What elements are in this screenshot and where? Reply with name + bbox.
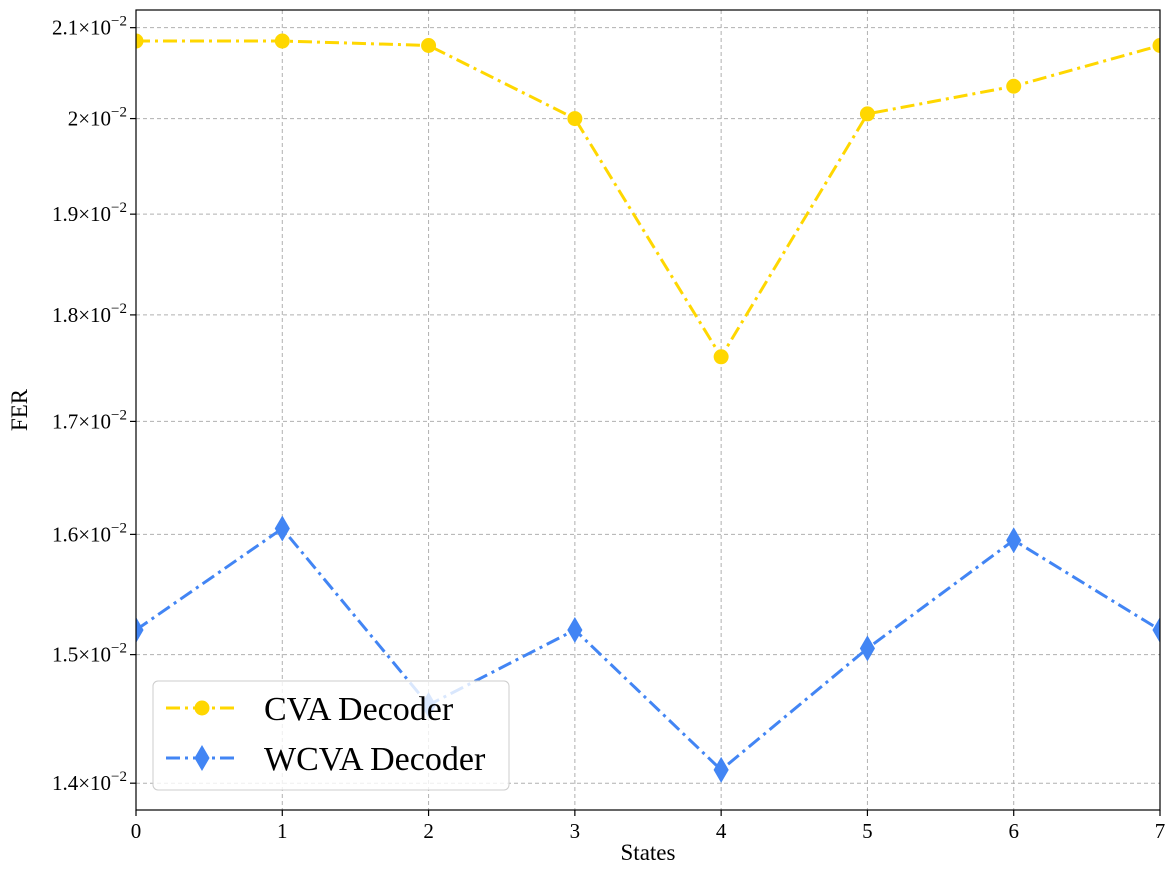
data-point bbox=[274, 515, 290, 542]
data-point bbox=[713, 349, 729, 365]
y-tick-label: 1.8×10−2 bbox=[52, 301, 127, 327]
data-point bbox=[1006, 527, 1022, 554]
legend: CVA Decoder WCVA Decoder bbox=[152, 680, 510, 791]
x-tick-label: 5 bbox=[862, 819, 873, 843]
data-point bbox=[1006, 78, 1022, 94]
data-point bbox=[1152, 616, 1160, 643]
data-point bbox=[567, 111, 583, 127]
data-point bbox=[274, 33, 290, 49]
y-tick-label: 1.4×10−2 bbox=[52, 769, 127, 795]
y-tick-label: 2.1×10−2 bbox=[52, 14, 127, 40]
x-tick-label: 7 bbox=[1155, 819, 1166, 843]
y-tick-label: 1.5×10−2 bbox=[52, 641, 127, 667]
y-tick-label: 2×10−2 bbox=[68, 105, 127, 131]
x-tick-label: 3 bbox=[570, 819, 581, 843]
x-tick-label: 0 bbox=[131, 819, 142, 843]
series-line bbox=[136, 527, 1160, 772]
series-cva bbox=[136, 33, 1160, 365]
legend-entry: WCVA Decoder bbox=[166, 741, 486, 778]
data-point bbox=[1152, 37, 1160, 53]
data-point bbox=[859, 635, 876, 662]
x-tick-label: 2 bbox=[423, 819, 434, 843]
data-point bbox=[136, 616, 144, 643]
y-tick-label: 1.6×10−2 bbox=[52, 520, 127, 546]
x-tick-label: 4 bbox=[716, 819, 727, 843]
data-point bbox=[567, 616, 583, 643]
legend-label: CVA Decoder bbox=[264, 691, 454, 728]
x-axis-label: States bbox=[621, 840, 676, 865]
tick-layer: 0 1 2 3 4 5 6 7 2.1×10−2 2×10−2 1.9×10−2 1.8×10−2 1.… bbox=[52, 14, 1165, 843]
data-point bbox=[713, 756, 729, 783]
y-tick-label: 1.7×10−2 bbox=[52, 407, 127, 433]
legend-box bbox=[152, 680, 510, 791]
y-tick-label: 1.9×10−2 bbox=[52, 200, 127, 226]
grid-layer bbox=[136, 10, 1160, 810]
x-tick-label: 6 bbox=[1008, 819, 1019, 843]
legend-label: WCVA Decoder bbox=[264, 741, 486, 778]
legend-entry: CVA Decoder bbox=[166, 691, 454, 728]
data-point bbox=[859, 106, 875, 122]
data-point bbox=[421, 37, 437, 53]
data-point bbox=[136, 33, 144, 49]
x-tick-label: 1 bbox=[277, 819, 288, 843]
series-line bbox=[136, 39, 1160, 359]
plot-frame bbox=[135, 9, 1161, 811]
legend-marker bbox=[194, 700, 210, 716]
legend-marker bbox=[194, 745, 210, 771]
series-layer bbox=[136, 33, 1160, 783]
y-axis-label: FER bbox=[7, 388, 32, 431]
